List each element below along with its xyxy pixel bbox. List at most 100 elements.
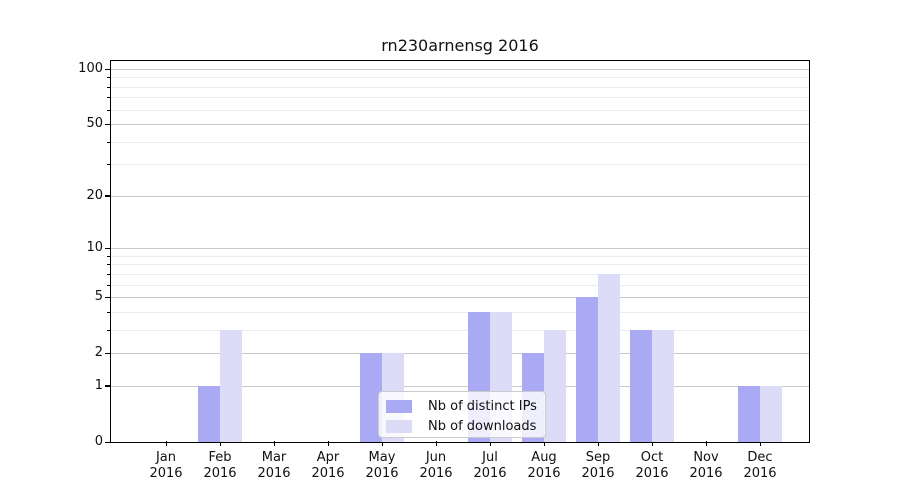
y-tick [105,195,110,197]
bar-downloads [544,329,566,442]
x-tick-label-month: Nov [693,450,719,465]
y-tick [105,296,110,298]
y-minor-tick [107,273,110,275]
legend-swatch-distinct-ips [386,399,412,413]
x-tick-label: Jul 2016 [458,450,522,482]
y-minor-gridline [111,164,809,166]
x-tick [273,441,275,446]
bar-downloads [652,329,674,442]
y-tick-label: 0 [94,434,103,449]
y-minor-tick [107,77,110,79]
bar-downloads [760,385,782,442]
x-tick [597,441,599,446]
x-tick-label-year: 2016 [743,466,777,481]
x-tick-label-year: 2016 [689,466,723,481]
x-tick-label-year: 2016 [473,466,507,481]
y-major-gridline [111,248,809,250]
x-tick-label: Jan 2016 [134,450,198,482]
y-major-gridline [111,297,809,299]
y-tick [105,123,110,125]
bar-distinct-ips [576,297,598,442]
legend-item-distinct-ips: Nb of distinct IPs [379,396,545,416]
x-tick-label-year: 2016 [365,466,399,481]
y-tick-label: 1 [94,377,103,393]
y-minor-gridline [111,141,809,143]
x-tick-label-month: May [368,450,396,465]
x-tick-label-month: Jan [155,450,177,465]
y-tick [105,352,110,354]
x-tick-label: May 2016 [350,450,414,482]
x-tick [219,441,221,446]
y-minor-tick [107,255,110,257]
legend-swatch-downloads [386,419,412,433]
y-minor-tick [107,97,110,99]
x-tick-label-month: Jun [425,450,447,465]
y-minor-tick [107,284,110,286]
y-minor-gridline [111,97,809,99]
y-major-gridline [111,124,809,126]
y-tick-label: 50 [86,116,103,132]
y-major-gridline [111,385,809,387]
x-tick-label: Sep 2016 [566,450,630,482]
y-minor-tick [107,141,110,143]
y-minor-gridline [111,273,809,275]
x-tick-label-month: Apr [316,450,340,465]
y-minor-gridline [111,109,809,111]
x-tick-label-month: Aug [531,450,557,465]
x-tick-label-year: 2016 [203,466,237,481]
x-tick-label-month: Mar [261,450,287,465]
x-tick [327,441,329,446]
x-tick-label: Dec 2016 [728,450,792,482]
legend-label-distinct-ips: Nb of distinct IPs [428,398,537,414]
x-tick [759,441,761,446]
y-tick [105,68,110,70]
y-minor-tick [107,109,110,111]
y-major-gridline [111,69,809,70]
x-tick-label-month: Dec [747,450,773,465]
y-minor-tick [107,164,110,166]
x-tick-label: Mar 2016 [242,450,306,482]
x-tick-label-month: Sep [585,450,611,465]
x-tick-label: Oct 2016 [620,450,684,482]
y-minor-gridline [111,77,809,79]
y-minor-tick [107,86,110,88]
bar-distinct-ips [198,385,220,442]
x-tick-label-month: Feb [208,450,232,465]
x-tick [705,441,707,446]
y-tick [105,385,110,387]
x-tick [651,441,653,446]
bar-distinct-ips [360,353,382,442]
y-minor-gridline [111,329,809,331]
x-tick-label-month: Jul [482,450,498,465]
bar-distinct-ips [630,329,652,442]
y-tick [105,441,110,443]
legend-label-downloads: Nb of downloads [428,418,537,434]
bar-downloads [220,329,242,442]
y-tick-label: 100 [78,61,103,76]
y-tick-label: 2 [94,345,103,361]
legend: Nb of distinct IPs Nb of downloads [378,391,546,438]
x-tick-label-month: Oct [640,450,664,465]
y-minor-gridline [111,255,809,257]
x-tick [543,441,545,446]
chart-title: rn230arnensg 2016 [381,36,539,55]
x-tick-label-year: 2016 [581,466,615,481]
x-tick-label: Feb 2016 [188,450,252,482]
y-tick-label: 5 [94,289,103,305]
plot-area: 0 1 2 5 10 20 50 100 Jan 2016 Feb 2016 Mar 2016 Apr 201… [78,60,810,481]
x-tick [435,441,437,446]
bar-downloads [598,273,620,442]
x-tick-label-year: 2016 [419,466,453,481]
y-minor-gridline [111,284,809,286]
y-minor-tick [107,329,110,331]
y-minor-tick [107,311,110,313]
y-minor-gridline [111,311,809,313]
x-tick-label: Jun 2016 [404,450,468,482]
x-tick [165,441,167,446]
legend-item-downloads: Nb of downloads [379,416,545,436]
y-tick-label: 10 [86,240,103,256]
y-major-gridline [111,195,809,197]
x-tick-label-year: 2016 [257,466,291,481]
x-tick-label-year: 2016 [527,466,561,481]
